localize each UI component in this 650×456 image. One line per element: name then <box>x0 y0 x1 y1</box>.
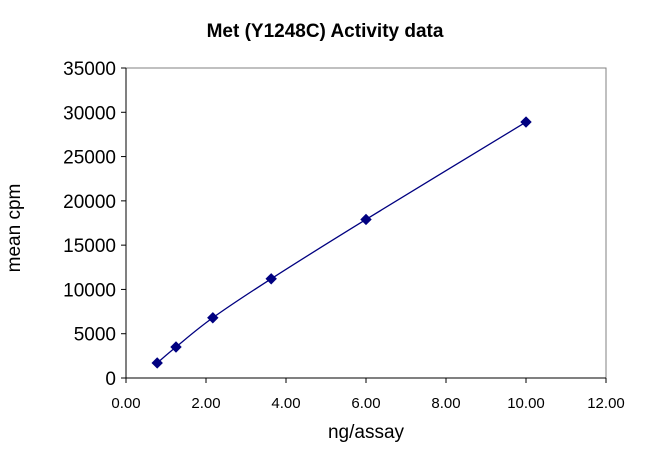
y-tick-label: 35000 <box>63 59 116 80</box>
x-tick-label: 12.00 <box>587 395 625 412</box>
data-point <box>151 357 163 369</box>
y-tick-label: 0 <box>105 369 116 390</box>
x-tick-label: 0.00 <box>111 395 140 412</box>
y-axis-title: mean cpm <box>4 184 25 273</box>
data-point <box>170 341 182 353</box>
y-tick-label: 15000 <box>63 236 116 257</box>
y-tick-label: 25000 <box>63 148 116 169</box>
chart-title: Met (Y1248C) Activity data <box>207 21 444 42</box>
x-tick-label: 10.00 <box>507 395 545 412</box>
data-point <box>520 116 532 128</box>
x-tick-label: 2.00 <box>191 395 220 412</box>
y-tick-label: 5000 <box>74 325 116 346</box>
plot-area: 0 5000 10000 15000 20000 25000 30000 35000 0.00 2… <box>63 59 625 412</box>
x-tick-label: 8.00 <box>431 395 460 412</box>
y-tick-label: 30000 <box>63 103 116 124</box>
y-tick-label: 10000 <box>63 280 116 301</box>
data-point <box>207 312 219 324</box>
x-axis-title: ng/assay <box>328 422 405 443</box>
data-point <box>360 213 372 226</box>
x-tick-label: 6.00 <box>351 395 380 412</box>
y-tick-label: 20000 <box>63 192 116 213</box>
x-tick-label: 4.00 <box>271 395 300 412</box>
data-point <box>265 273 277 285</box>
